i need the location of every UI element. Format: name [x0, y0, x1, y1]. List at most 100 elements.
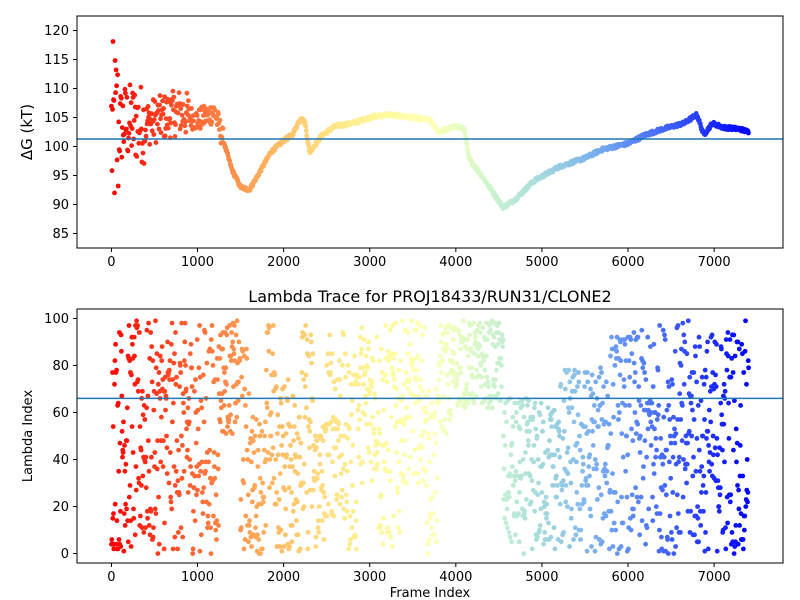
lambda-point: [336, 421, 342, 427]
lambda-point: [494, 367, 499, 373]
lambda-point: [481, 358, 487, 364]
lambda-point: [405, 386, 411, 392]
lambda-point: [479, 374, 485, 380]
lambda-point: [738, 403, 743, 408]
lambda-point: [411, 471, 417, 476]
lambda-point: [222, 370, 227, 375]
lambda-point: [731, 551, 737, 556]
lambda-point: [345, 363, 351, 368]
lambda-point: [171, 464, 177, 469]
lambda-point: [201, 372, 206, 378]
lambda-point: [222, 388, 228, 394]
lambda-point: [488, 327, 493, 333]
lambda-point: [477, 344, 483, 349]
lambda-point: [584, 548, 590, 554]
lambda-point: [393, 320, 398, 326]
lambda-point: [408, 454, 413, 460]
lambda-point: [255, 447, 261, 453]
lambda-point: [451, 351, 457, 357]
lambda-point: [671, 414, 676, 420]
lambda-point: [619, 494, 624, 500]
lambda-point: [340, 466, 346, 472]
lambda-point: [522, 515, 528, 521]
lambda-point: [211, 513, 216, 519]
lambda-point: [575, 384, 580, 389]
lambda-point: [385, 525, 390, 531]
lambda-point: [418, 377, 423, 382]
dg-point: [173, 122, 178, 128]
lambda-point: [254, 417, 259, 422]
lambda-point: [415, 471, 421, 476]
lambda-point: [124, 405, 130, 411]
lambda-point: [307, 445, 312, 451]
lambda-point: [606, 421, 612, 427]
lambda-point: [175, 478, 181, 484]
lambda-point: [195, 407, 201, 413]
lambda-point: [166, 480, 172, 486]
lambda-point: [523, 450, 528, 455]
lambda-point: [146, 320, 152, 326]
y-tick-label: 20: [52, 500, 69, 515]
lambda-point: [621, 377, 627, 382]
lambda-point: [568, 515, 574, 521]
lambda-point: [246, 523, 252, 528]
lambda-point: [404, 405, 409, 411]
lambda-point: [175, 546, 181, 552]
lambda-point: [417, 323, 423, 328]
lambda-point: [580, 454, 586, 460]
lambda-point: [163, 407, 168, 413]
lambda-point: [716, 504, 722, 509]
lambda-point: [426, 537, 432, 542]
lambda-point: [334, 497, 340, 502]
lambda-point: [371, 426, 376, 432]
lambda-point: [209, 348, 215, 354]
lambda-point: [674, 525, 679, 531]
lambda-point: [375, 461, 381, 467]
dg-point: [110, 107, 115, 112]
lambda-point: [122, 443, 127, 448]
lambda-point: [191, 485, 197, 491]
lambda-point: [464, 346, 470, 352]
lambda-point: [352, 534, 358, 540]
lambda-point: [725, 520, 730, 526]
lambda-point: [410, 428, 416, 434]
lambda-point: [665, 551, 671, 556]
lambda-point: [283, 506, 289, 512]
lambda-point: [475, 353, 481, 359]
lambda-point: [301, 504, 307, 509]
x-tick-label: 0: [107, 255, 115, 270]
lambda-point: [177, 363, 183, 368]
lambda-point: [444, 372, 450, 378]
lambda-point: [638, 433, 643, 439]
lambda-point: [193, 440, 199, 446]
dg-point: [145, 104, 151, 109]
lambda-point: [363, 393, 368, 399]
lambda-point: [360, 459, 365, 465]
lambda-point: [400, 318, 405, 324]
lambda-point: [438, 339, 444, 345]
lambda-point: [690, 407, 695, 413]
lambda-point: [620, 454, 626, 460]
lambda-point: [267, 485, 272, 491]
lambda-point: [131, 515, 137, 521]
lambda-point: [348, 459, 354, 465]
lambda-point: [241, 546, 247, 552]
lambda-point: [544, 501, 550, 507]
lambda-point: [623, 468, 628, 474]
lambda-point: [563, 483, 569, 488]
lambda-point: [266, 325, 272, 331]
lambda-point: [719, 346, 724, 352]
lambda-point: [369, 478, 375, 484]
x-tick-label: 1000: [181, 255, 214, 270]
lambda-point: [415, 353, 420, 359]
lambda-point: [133, 464, 139, 469]
lambda-point: [410, 358, 416, 364]
lambda-point: [716, 508, 722, 514]
lambda-scatter-points: [109, 318, 751, 556]
lambda-point: [710, 433, 716, 439]
lambda-point: [644, 525, 650, 531]
lambda-point: [436, 377, 441, 382]
lambda-point: [394, 450, 399, 455]
lambda-point: [706, 443, 711, 448]
